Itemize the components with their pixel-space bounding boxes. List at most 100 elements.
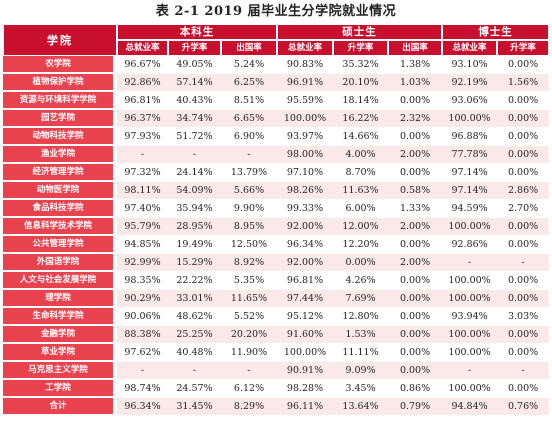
value-cell: 0.00% (388, 236, 443, 254)
table-row: 园艺学院 96.37% 34.74% 6.65% 100.00% 16.22% 2.32% 1… (3, 110, 550, 128)
college-name-cell: 动物医学院 (3, 182, 117, 200)
value-cell: 0.00% (497, 380, 550, 398)
value-cell: 88.38% (117, 326, 168, 344)
value-cell: 19.49% (168, 236, 221, 254)
value-cell: 77.78% (442, 146, 498, 164)
value-cell: 1.38% (388, 56, 443, 74)
value-cell: 4.26% (333, 272, 389, 290)
value-cell: 96.81% (117, 92, 168, 110)
college-name-cell: 人文与社会发展学院 (3, 272, 117, 290)
value-cell: 0.00% (388, 362, 443, 380)
subheader-employment-rate: 总就业率 (442, 40, 498, 56)
value-cell: 92.99% (117, 254, 168, 272)
value-cell: 100.00% (442, 272, 498, 290)
table-row: 生命科学学院 90.06% 48.62% 5.52% 95.12% 12.80% 0.00%… (3, 308, 550, 326)
value-cell: 97.14% (442, 182, 498, 200)
employment-table: 学院 本科生 硕士生 博士生 总就业率 升学率 出国率 总就业率 升学率 出国率… (3, 24, 550, 416)
value-cell: 5.24% (221, 56, 278, 74)
college-name-cell: 动物科技学院 (3, 128, 117, 146)
value-cell: 0.00% (497, 344, 550, 362)
college-name-cell: 园艺学院 (3, 110, 117, 128)
table-row: 合计 96.34% 31.45% 8.29% 96.11% 13.64% 0.79% 94.8… (3, 398, 550, 416)
value-cell: 8.95% (221, 218, 278, 236)
value-cell: 5.35% (221, 272, 278, 290)
college-name-cell: 植物保护学院 (3, 74, 117, 92)
value-cell: 2.00% (388, 218, 443, 236)
value-cell: 93.10% (442, 56, 498, 74)
college-name-cell: 外国语学院 (3, 254, 117, 272)
value-cell: 1.53% (333, 326, 389, 344)
value-cell: 100.00% (442, 290, 498, 308)
value-cell: 0.00% (388, 128, 443, 146)
value-cell: 0.79% (388, 398, 443, 416)
value-cell: 0.00% (388, 290, 443, 308)
value-cell: 13.79% (221, 164, 278, 182)
value-cell: 90.06% (117, 308, 168, 326)
table-row: 外国语学院 92.99% 15.29% 8.92% 92.00% 0.00% 2.00% - - (3, 254, 550, 272)
value-cell: 100.00% (442, 326, 498, 344)
subheader-employment-rate: 总就业率 (117, 40, 168, 56)
value-cell: 0.00% (497, 236, 550, 254)
value-cell: 92.86% (442, 236, 498, 254)
value-cell: 0.00% (388, 344, 443, 362)
value-cell: 5.52% (221, 308, 278, 326)
value-cell: 2.86% (497, 182, 550, 200)
value-cell: 8.92% (221, 254, 278, 272)
college-name-cell: 渔业学院 (3, 146, 117, 164)
value-cell: 0.00% (388, 308, 443, 326)
value-cell: 0.00% (497, 290, 550, 308)
value-cell: 20.10% (333, 74, 389, 92)
value-cell: 12.80% (333, 308, 389, 326)
value-cell: 92.00% (277, 254, 334, 272)
value-cell: 90.83% (277, 56, 334, 74)
value-cell: 0.00% (497, 128, 550, 146)
value-cell: 90.91% (277, 362, 334, 380)
college-name-cell: 公共管理学院 (3, 236, 117, 254)
value-cell: 100.00% (442, 344, 498, 362)
value-cell: 12.50% (221, 236, 278, 254)
value-cell: 98.00% (277, 146, 334, 164)
value-cell: 92.00% (277, 218, 334, 236)
value-cell: 1.56% (497, 74, 550, 92)
college-name-cell: 金融学院 (3, 326, 117, 344)
college-name-cell: 信息科学技术学院 (3, 218, 117, 236)
table-title: 表 2-1 2019 届毕业生分学院就业情况 (155, 4, 397, 19)
table-row: 动物科技学院 97.93% 51.72% 6.90% 93.97% 14.66% 0.00%… (3, 128, 550, 146)
value-cell: 0.00% (497, 110, 550, 128)
table-row: 公共管理学院 94.85% 19.49% 12.50% 96.34% 12.20% 0.00… (3, 236, 550, 254)
table-row: 食品科技学院 97.40% 35.94% 9.90% 99.33% 6.00% 1.33% 9… (3, 200, 550, 218)
group-header-master: 硕士生 (277, 24, 443, 40)
value-cell: 40.48% (168, 344, 221, 362)
table-row: 资源与环境科学学院 96.81% 40.43% 8.51% 95.59% 18.14% 0.… (3, 92, 550, 110)
value-cell: 100.00% (442, 110, 498, 128)
value-cell: 6.90% (221, 128, 278, 146)
column-header-college: 学院 (3, 24, 117, 56)
value-cell: 11.65% (221, 290, 278, 308)
value-cell: 2.00% (388, 146, 443, 164)
value-cell: - (221, 146, 278, 164)
subheader-further-study-rate: 升学率 (333, 40, 389, 56)
value-cell: 31.45% (168, 398, 221, 416)
value-cell: 28.95% (168, 218, 221, 236)
table-row: 信息科学技术学院 95.79% 28.95% 8.95% 92.00% 12.00% 2.0… (3, 218, 550, 236)
value-cell: 0.00% (497, 146, 550, 164)
value-cell: 8.51% (221, 92, 278, 110)
value-cell: 24.57% (168, 380, 221, 398)
table-row: 渔业学院 - - -98.00% 4.00% 2.00% 77.78% 0.00% (3, 146, 550, 164)
value-cell: 20.20% (221, 326, 278, 344)
value-cell: 54.09% (168, 182, 221, 200)
value-cell: 0.00% (497, 56, 550, 74)
value-cell: 0.00% (497, 164, 550, 182)
value-cell: 4.00% (333, 146, 389, 164)
value-cell: 57.14% (168, 74, 221, 92)
value-cell: 6.25% (221, 74, 278, 92)
value-cell: 9.90% (221, 200, 278, 218)
subheader-employment-rate: 总就业率 (277, 40, 334, 56)
college-name-cell: 工学院 (3, 380, 117, 398)
value-cell: 5.66% (221, 182, 278, 200)
value-cell: 96.81% (277, 272, 334, 290)
value-cell: 96.88% (442, 128, 498, 146)
value-cell: 6.00% (333, 200, 389, 218)
value-cell: 96.37% (117, 110, 168, 128)
college-name-cell: 资源与环境科学学院 (3, 92, 117, 110)
